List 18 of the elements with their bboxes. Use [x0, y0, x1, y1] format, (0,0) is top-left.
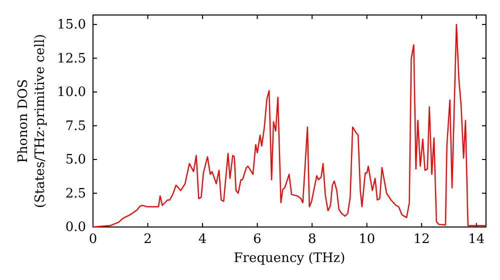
x-tick-label: 10 — [358, 232, 376, 248]
x-tick-label: 14 — [468, 232, 485, 248]
y-tick-label: 10.0 — [57, 85, 86, 100]
y-tick-label: 2.5 — [65, 186, 86, 202]
x-tick-label: 6 — [253, 232, 262, 248]
x-tick-label: 0 — [88, 232, 98, 248]
y-tick-label: 15.0 — [57, 18, 86, 33]
x-tick-label: 4 — [198, 232, 207, 248]
line-series — [92, 24, 487, 228]
y-axis-title: Phonon DOS (States/THz·primitive cell) — [16, 34, 48, 208]
y-tick-label: 5.0 — [65, 152, 86, 168]
y-tick-label: 12.5 — [57, 51, 86, 66]
x-axis-title: Frequency (THz) — [234, 251, 346, 266]
y-tick-label: 0.0 — [65, 220, 86, 236]
y-tick-label: 7.5 — [65, 118, 86, 134]
x-tick-label: 8 — [308, 232, 316, 248]
x-tick-label: 12 — [413, 232, 430, 248]
x-tick-label: 2 — [144, 232, 152, 248]
